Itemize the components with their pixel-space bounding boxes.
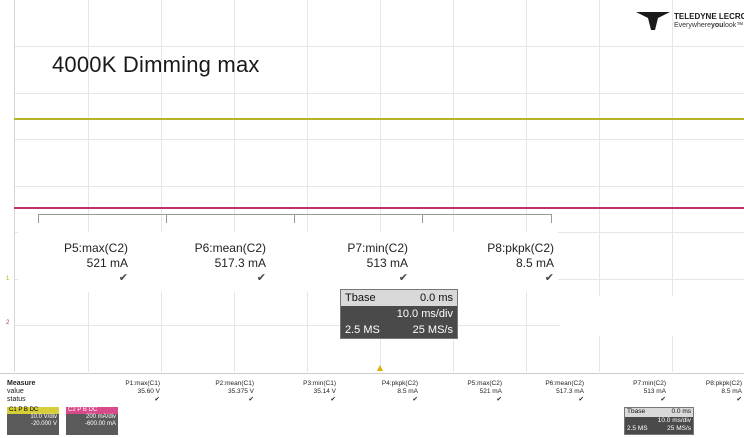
measurement-value: 521 mA xyxy=(479,388,502,395)
channel-2-marker[interactable]: 2 xyxy=(6,320,10,326)
timebase-samples: 2.5 MS xyxy=(345,324,380,336)
timebase-label: Tbase xyxy=(627,408,646,415)
measurement-value: 8.5 mA xyxy=(397,388,418,395)
status-check-icon: ✔ xyxy=(496,396,502,403)
measurement-ruler xyxy=(38,214,552,215)
timebase-samples: 2.5 MS xyxy=(627,425,648,432)
timebase-rate: 25 MS/s xyxy=(412,324,453,336)
measurement-value: 35.14 V xyxy=(313,388,336,395)
measurement-label: P5:max(C2) xyxy=(467,380,502,387)
measurement-value: 35.60 V xyxy=(137,388,160,395)
timebase-offset: 0.0 ms xyxy=(671,408,691,415)
capture-caption: 4000K Dimming max xyxy=(52,52,260,77)
summary-measurement-p6[interactable]: P6:mean(C2) 517.3 mA ✔ xyxy=(536,380,584,404)
channel-scale: 200 mA/div xyxy=(85,414,116,420)
measure-row-labels: Measure value status xyxy=(7,380,35,404)
summary-measurement-p2[interactable]: P2:mean(C1) 35.375 V ✔ xyxy=(202,380,254,404)
channel-name: C1 xyxy=(9,407,17,413)
summary-measurement-p3[interactable]: P3:min(C1) 35.14 V ✔ xyxy=(292,380,336,404)
channel-name: C2 xyxy=(68,407,76,413)
timebase-label: Tbase xyxy=(345,292,376,304)
measurement-label: P8:pkpk(C2) xyxy=(487,241,554,255)
status-check-icon: ✔ xyxy=(412,396,418,403)
measurement-p7[interactable]: P7:min(C2) 513 mA ✔ xyxy=(326,241,408,286)
status-check-icon: ✔ xyxy=(660,396,666,403)
summary-measurement-p1[interactable]: P1:max(C1) 35.60 V ✔ xyxy=(118,380,160,404)
status-check-icon: ✔ xyxy=(154,396,160,403)
ruler-tick xyxy=(38,214,39,223)
measurement-value: 8.5 mA xyxy=(721,388,742,395)
grid-hline xyxy=(15,139,744,140)
channel-offset: -600.00 mA xyxy=(84,421,116,427)
measurement-label: P8:pkpk(C2) xyxy=(705,380,742,387)
timebase-summary[interactable]: Tbase 0.0 ms 10.0 ms/div 2.5 MS 25 MS/s xyxy=(624,407,694,435)
measurement-label: P7:min(C2) xyxy=(633,380,666,387)
measurement-p8[interactable]: P8:pkpk(C2) 8.5 mA ✔ xyxy=(468,241,554,286)
measurement-label: P3:min(C1) xyxy=(303,380,336,387)
teledyne-logo-icon xyxy=(636,12,670,30)
channel-1-trace xyxy=(14,118,744,120)
status-check-icon: ✔ xyxy=(256,272,266,284)
channel-badge: P B DC xyxy=(77,407,98,413)
measurement-p6[interactable]: P6:mean(C2) 517.3 mA ✔ xyxy=(182,241,266,286)
status-check-icon: ✔ xyxy=(544,272,554,284)
timebase-div: 10.0 ms/div xyxy=(341,306,457,322)
summary-measurement-p7[interactable]: P7:min(C2) 513 mA ✔ xyxy=(624,380,666,404)
measurement-p5[interactable]: P5:max(C2) 521 mA ✔ xyxy=(46,241,128,286)
channel-scale: 10.0 V/div xyxy=(30,414,57,420)
status-check-icon: ✔ xyxy=(248,396,254,403)
summary-measurement-p8[interactable]: P8:pkpk(C2) 8.5 mA ✔ xyxy=(696,380,742,404)
measurement-label: P6:mean(C2) xyxy=(545,380,584,387)
timebase-panel[interactable]: Tbase 0.0 ms 10.0 ms/div 2.5 MS 25 MS/s xyxy=(340,289,458,339)
logo-name: TELEDYNE LECROY xyxy=(674,12,744,21)
channel-2-descriptor[interactable]: C2 P B DC 200 mA/div -600.00 mA xyxy=(66,407,118,435)
overlay-band xyxy=(560,296,744,336)
ruler-tick xyxy=(166,214,167,223)
status-check-icon: ✔ xyxy=(736,396,742,403)
summary-measurement-p5[interactable]: P5:max(C2) 521 mA ✔ xyxy=(456,380,502,404)
grid-hline xyxy=(15,186,744,187)
measurement-label: P1:max(C1) xyxy=(125,380,160,387)
teledyne-lecroy-logo: TELEDYNE LECROY Everywhereyoulook™ xyxy=(636,12,744,30)
ruler-tick xyxy=(422,214,423,223)
measurement-overlay xyxy=(18,232,558,292)
value-row-label: value xyxy=(7,388,24,395)
channel-1-marker[interactable]: 1 xyxy=(6,276,10,282)
logo-tagline: Everywhereyoulook™ xyxy=(674,22,744,29)
measurement-value: 35.375 V xyxy=(227,388,254,395)
measurement-value: 517.3 mA xyxy=(214,256,266,270)
measurement-label: P7:min(C2) xyxy=(347,241,408,255)
measurement-value: 513 mA xyxy=(643,388,666,395)
status-row-label: status xyxy=(7,396,26,403)
status-check-icon: ✔ xyxy=(578,396,584,403)
timebase-div: 10.0 ms/div xyxy=(625,416,693,425)
timebase-offset: 0.0 ms xyxy=(419,292,453,304)
measurement-label: P6:mean(C2) xyxy=(194,241,266,255)
status-bar: Measure value status P1:max(C1) 35.60 V … xyxy=(0,373,744,438)
measurement-value: 8.5 mA xyxy=(515,256,554,270)
measure-header: Measure xyxy=(7,380,36,387)
status-check-icon: ✔ xyxy=(398,272,408,284)
channel-1-descriptor[interactable]: C1 P B DC 10.0 V/div -20.000 V xyxy=(7,407,59,435)
timebase-rate: 25 MS/s xyxy=(667,425,691,432)
ruler-tick xyxy=(551,214,552,223)
measurement-value: 517.3 mA xyxy=(556,388,584,395)
ruler-tick xyxy=(294,214,295,223)
status-check-icon: ✔ xyxy=(118,272,128,284)
summary-measurement-p4[interactable]: P4:pkpk(C2) 8.5 mA ✔ xyxy=(372,380,418,404)
measurement-value: 521 mA xyxy=(86,256,128,270)
measurement-label: P4:pkpk(C2) xyxy=(381,380,418,387)
status-check-icon: ✔ xyxy=(330,396,336,403)
trigger-position-icon[interactable] xyxy=(377,365,383,371)
measurement-value: 513 mA xyxy=(366,256,408,270)
grid-hline xyxy=(15,46,744,47)
measurement-label: P2:mean(C1) xyxy=(215,380,254,387)
channel-badge: P B DC xyxy=(18,407,39,413)
channel-2-trace xyxy=(14,207,744,209)
grid-hline xyxy=(15,93,744,94)
measurement-label: P5:max(C2) xyxy=(63,241,128,255)
channel-offset: -20.000 V xyxy=(30,421,57,427)
